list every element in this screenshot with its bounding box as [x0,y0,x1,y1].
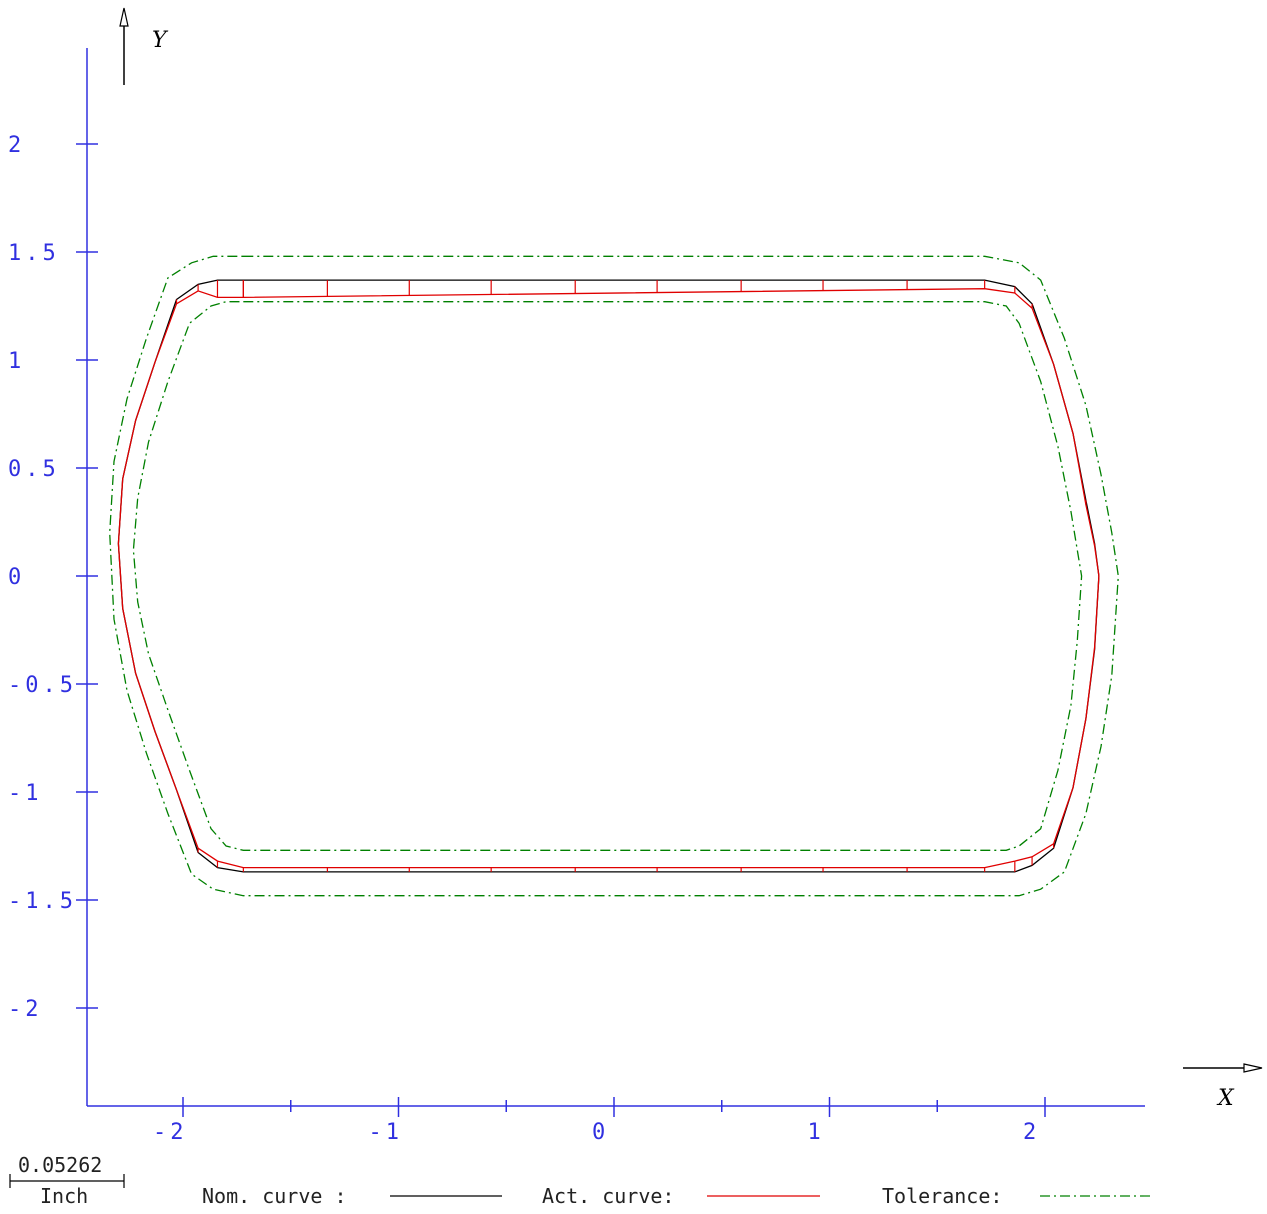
y-axis-arrow [119,7,129,85]
axes [86,48,1145,1107]
y-tick-label: -1 [8,781,43,806]
y-tick-label: -1.5 [8,889,77,914]
x-axis-name: X [1216,1086,1235,1111]
curves [109,255,1119,897]
actual-curve [117,288,1100,869]
scale-unit: Inch [40,1184,88,1208]
scale-bar [9,1174,125,1188]
x-tick-label: 0 [592,1120,609,1145]
y-tick-label: -2 [8,997,43,1022]
y-axis-name: Y [152,28,169,53]
y-tick-label: 0 [8,565,25,590]
y-tick-label: 1.5 [8,241,60,266]
scale-value: 0.05262 [18,1153,102,1177]
y-tick-label: -0.5 [8,673,77,698]
x-tick-label: 2 [1023,1120,1040,1145]
legend-actual-label: Act. curve: [542,1184,674,1208]
nominal-curve [117,279,1100,873]
legend-nominal-label: Nom. curve : [202,1184,347,1208]
x-axis-arrow [1183,1063,1263,1073]
y-tick-label: 0.5 [8,457,60,482]
ticks: 2 1.5 1 0.5 0 -0.5 -1 -1.5 -2 -2 -1 0 1 2 [8,133,1046,1145]
x-tick-label: 1 [808,1120,825,1145]
y-tick-label: 1 [8,349,25,374]
tolerance-inner-curve [132,301,1083,851]
legend-tolerance-label: Tolerance: [882,1184,1002,1208]
x-tick-label: -2 [153,1120,188,1145]
x-tick-label: -1 [369,1120,404,1145]
tolerance-outer-curve [109,255,1119,897]
y-tick-label: 2 [8,133,25,158]
